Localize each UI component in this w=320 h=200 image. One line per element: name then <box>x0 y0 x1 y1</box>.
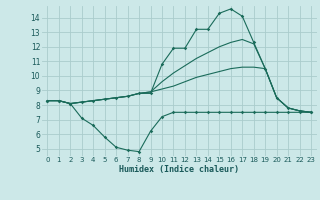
X-axis label: Humidex (Indice chaleur): Humidex (Indice chaleur) <box>119 165 239 174</box>
